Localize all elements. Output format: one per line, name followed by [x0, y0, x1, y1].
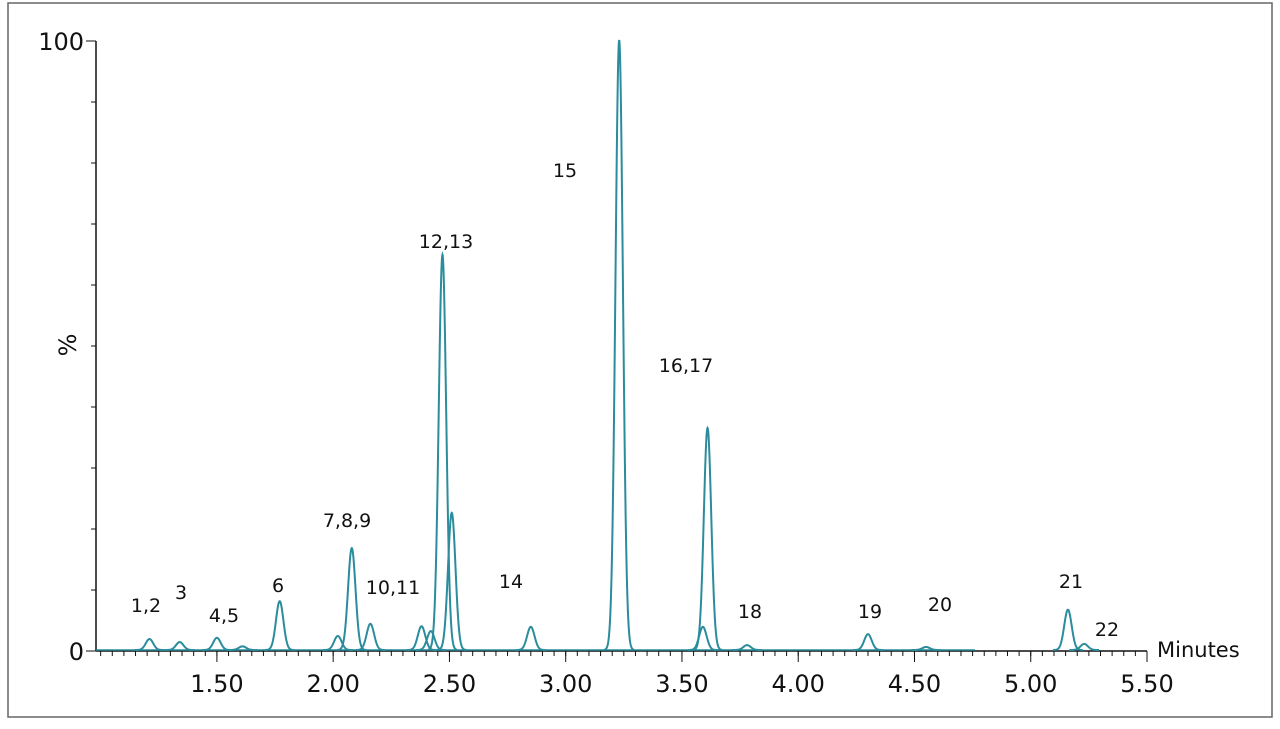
peak [1053, 608, 1083, 651]
x-tick-label: 2.00 [306, 670, 359, 698]
peak-annotation: 10,11 [366, 577, 420, 599]
peak [164, 641, 195, 651]
peak-annotation: 4,5 [209, 605, 239, 627]
x-tick-label: 4.50 [888, 670, 941, 698]
peak [201, 636, 232, 651]
peak-annotation: 12,13 [419, 231, 473, 253]
peak [264, 600, 295, 651]
peak-annotation: 14 [499, 571, 523, 593]
peak-annotation: 15 [553, 160, 577, 182]
peak-annotation: 16,17 [659, 355, 713, 377]
peak-annotation: 18 [738, 601, 762, 623]
peak [227, 645, 258, 651]
y-axis-label: % [54, 334, 82, 357]
y-tick-label: 0 [69, 638, 84, 666]
peak-annotation: 22 [1095, 619, 1119, 641]
x-tick-label: 5.00 [1004, 670, 1057, 698]
x-tick-label: 5.50 [1120, 670, 1173, 698]
peak [322, 634, 353, 651]
peak [355, 622, 386, 651]
peak-annotation: 6 [272, 575, 284, 597]
peak [427, 251, 458, 651]
frame [7, 2, 1273, 718]
peak [336, 546, 367, 651]
x-tick-label: 4.00 [771, 670, 824, 698]
peak [732, 644, 762, 651]
peak-annotation: 3 [175, 582, 187, 604]
peak-annotation: 21 [1059, 571, 1083, 593]
peak [515, 625, 546, 651]
x-axis-label: Minutes [1157, 638, 1240, 662]
peak [406, 625, 437, 651]
peak [692, 425, 723, 651]
peak [853, 633, 883, 651]
peak-annotation: 7,8,9 [323, 510, 371, 532]
x-tick-label: 2.50 [423, 670, 476, 698]
x-tick-label: 3.00 [539, 670, 592, 698]
peak [134, 638, 165, 651]
x-tick-label: 3.50 [655, 670, 708, 698]
peak [436, 511, 467, 651]
peak-annotation: 19 [858, 601, 882, 623]
peak [688, 625, 718, 651]
peak [1069, 642, 1100, 651]
peak [604, 39, 635, 651]
peak-annotation: 20 [928, 594, 952, 616]
peak [911, 645, 941, 651]
peak-annotation: 1,2 [131, 595, 161, 617]
x-tick-label: 1.50 [190, 670, 243, 698]
y-tick-label: 100 [38, 28, 84, 56]
